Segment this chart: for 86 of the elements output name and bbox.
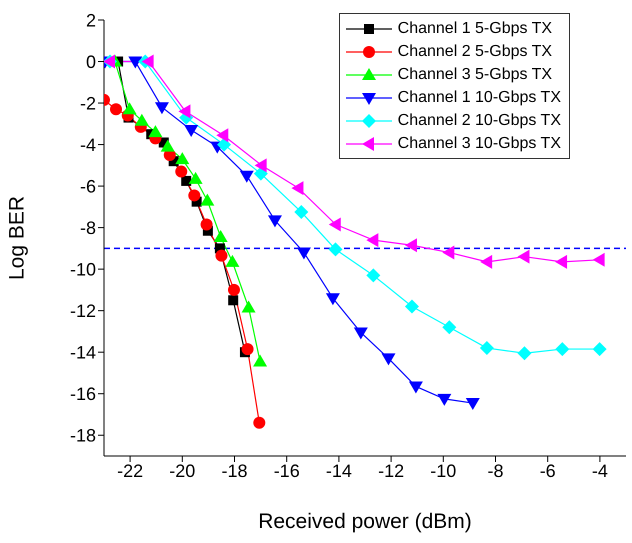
point [110, 103, 122, 116]
point [381, 353, 396, 366]
x-tick-label: -10 [430, 460, 456, 481]
x-tick-label: -16 [274, 460, 300, 481]
point [404, 238, 417, 252]
point [134, 114, 149, 126]
x-tick-label: -14 [326, 460, 352, 481]
point [175, 166, 188, 178]
point [253, 354, 268, 367]
point [200, 194, 214, 206]
point [480, 341, 494, 356]
point [254, 166, 268, 181]
y-tick-label: -12 [70, 301, 96, 322]
y-tick-label: -2 [80, 93, 96, 114]
legend-label: Channel 2 5-Gbps TX [398, 42, 552, 62]
y-tick-label: 2 [86, 10, 96, 30]
y-tick-label: -4 [80, 134, 96, 155]
point [268, 215, 282, 228]
point [517, 250, 530, 264]
y-tick-label: -18 [70, 426, 96, 446]
point [366, 268, 380, 282]
point [214, 230, 228, 242]
point [437, 394, 452, 406]
y-tick-label: -8 [80, 218, 96, 238]
legend-label: Channel 1 10-Gbps TX [398, 88, 561, 108]
x-tick-label: -12 [378, 460, 404, 481]
legend-label: Channel 3 5-Gbps TX [398, 65, 552, 85]
x-tick-label: -20 [169, 460, 196, 481]
point [592, 252, 605, 267]
point [184, 125, 198, 138]
y-tick-label: -10 [70, 260, 96, 280]
point [366, 233, 378, 248]
point [228, 284, 240, 296]
x-tick-label: -8 [487, 460, 504, 481]
point [480, 254, 492, 269]
point [188, 172, 203, 184]
point [328, 242, 343, 256]
legend-label: Channel 3 10-Gbps TX [398, 134, 561, 154]
point [142, 54, 154, 69]
point [122, 102, 137, 114]
point [254, 158, 267, 172]
point [592, 342, 607, 356]
point [225, 254, 240, 267]
point [442, 246, 454, 260]
point [217, 138, 232, 152]
point [181, 176, 192, 186]
point [296, 248, 311, 260]
point [240, 170, 254, 183]
point [128, 56, 142, 69]
point [228, 295, 238, 306]
y-tick-label: 0 [86, 52, 96, 72]
point [555, 342, 570, 356]
point [216, 128, 228, 142]
point [154, 102, 169, 114]
point [175, 152, 190, 164]
point [188, 189, 200, 202]
point [200, 218, 213, 231]
point [160, 140, 175, 152]
point [466, 398, 480, 410]
point [354, 327, 368, 340]
x-tick-label: -6 [540, 460, 556, 481]
point [253, 416, 266, 429]
y-tick-label: -14 [70, 342, 96, 363]
point [242, 300, 256, 313]
x-tick-label: -4 [592, 460, 608, 481]
legend-label: Channel 2 10-Gbps TX [398, 111, 561, 131]
point [442, 320, 456, 334]
y-axis-title: Log BER [5, 196, 28, 280]
point [404, 300, 419, 314]
point [326, 293, 340, 306]
point [294, 205, 308, 220]
point [555, 254, 568, 269]
y-tick-label: -16 [70, 384, 96, 404]
x-tick-label: -22 [117, 460, 144, 481]
x-axis-title: Received power (dBm) [258, 510, 472, 533]
point [408, 381, 423, 394]
point [328, 218, 341, 232]
point [178, 104, 190, 118]
point [242, 343, 254, 356]
point [517, 346, 532, 360]
x-tick-label: -18 [221, 460, 248, 481]
point [215, 250, 228, 262]
point [291, 181, 304, 196]
y-tick-label: -6 [80, 176, 96, 196]
point [148, 125, 162, 138]
legend-label: Channel 1 5-Gbps TX [398, 19, 552, 39]
